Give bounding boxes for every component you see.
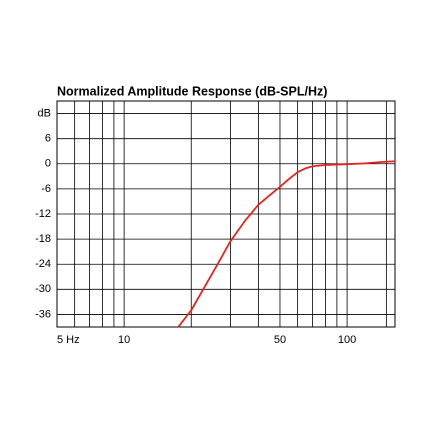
plot-border	[56, 100, 396, 328]
chart-title: Normalized Amplitude Response (dB-SPL/Hz…	[57, 84, 327, 98]
y-tick-label: -12	[35, 208, 51, 220]
y-tick-label: 0	[45, 158, 51, 170]
x-tick-label: 100	[338, 334, 356, 346]
y-tick-label: -36	[35, 308, 51, 320]
y-tick-label: -18	[35, 233, 51, 245]
y-tick-label: -30	[35, 283, 51, 295]
x-tick-label: 5 Hz	[57, 334, 80, 346]
y-tick-label: -24	[35, 258, 51, 270]
x-tick-label: 50	[274, 334, 286, 346]
y-tick-label: -6	[41, 183, 51, 195]
response-line	[177, 160, 396, 328]
y-tick-label: dB	[38, 107, 51, 119]
x-tick-label: 10	[118, 334, 130, 346]
y-tick-label: 6	[45, 133, 51, 145]
